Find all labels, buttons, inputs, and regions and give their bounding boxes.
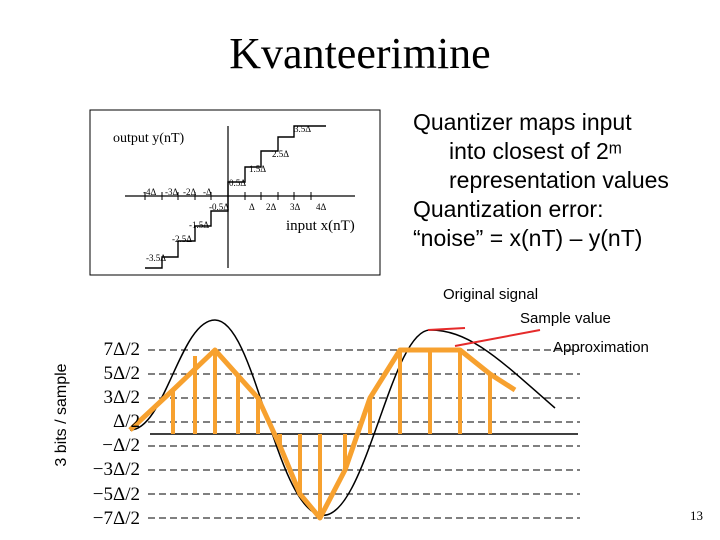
- approximation-label: Approximation: [553, 339, 649, 356]
- bullet-text: into closest of 2ᵐ: [449, 138, 622, 164]
- input-label: input x(nT): [286, 218, 355, 234]
- original-signal-arrow: [427, 327, 466, 331]
- sample-value-arrow: [454, 329, 541, 347]
- staircase: [145, 125, 326, 269]
- x-tick-label: -3Δ: [165, 187, 178, 197]
- level-label: -0.5Δ: [209, 202, 229, 212]
- page-number: 13: [690, 508, 703, 523]
- level-label: 7Δ/2: [103, 339, 141, 360]
- output-label: output y(nT): [113, 131, 184, 146]
- bullet-list: Quantizer maps input into closest of 2ᵐ …: [413, 108, 713, 253]
- level-label: 0.5Δ: [229, 178, 246, 188]
- level-label: -2.5Δ: [172, 234, 192, 244]
- level-label: 1.5Δ: [249, 164, 266, 174]
- bullet-text: representation values: [449, 167, 669, 193]
- quantizer-frame: [89, 109, 381, 276]
- level-label: -1.5Δ: [189, 220, 209, 230]
- level-label: -3.5Δ: [146, 253, 166, 263]
- sample-value-label: Sample value: [520, 310, 611, 327]
- quantizer-diagram: output y(nT) input x(nT) 3.5Δ 2.5Δ 1.5Δ …: [89, 109, 381, 276]
- level-label: Δ/2: [113, 411, 140, 433]
- bits-per-sample-label: 3 bits / sample: [53, 363, 70, 467]
- bullet-text: Quantizer maps input: [413, 109, 632, 135]
- level-label: 3Δ/2: [103, 387, 141, 409]
- x-tick-label: -Δ: [203, 187, 212, 197]
- level-label: −3Δ/2: [92, 459, 140, 481]
- level-label: −7Δ/2: [92, 507, 140, 529]
- x-tick-label: 3Δ: [290, 202, 301, 212]
- x-tick-label: -4Δ: [143, 187, 156, 197]
- original-signal-label: Original signal: [443, 286, 539, 303]
- level-labels: 7Δ/2 5Δ/2 3Δ/2 Δ/2 −Δ/2 −3Δ/2 −5Δ/2 −7Δ/…: [80, 338, 140, 531]
- x-tick-label: -2Δ: [183, 187, 196, 197]
- level-label: −5Δ/2: [92, 483, 140, 505]
- level-label: 3.5Δ: [294, 124, 311, 134]
- level-label: 5Δ/2: [103, 363, 141, 385]
- level-gridlines: [148, 349, 580, 519]
- slide-title: Kvanteerimine: [229, 29, 491, 78]
- waveform-diagram: [128, 319, 580, 521]
- bullet-text: “noise” = x(nT) – y(nT): [413, 225, 643, 251]
- level-label: 2.5Δ: [272, 149, 289, 159]
- level-label: −Δ/2: [102, 435, 140, 457]
- x-tick-label: Δ: [249, 202, 255, 212]
- x-tick-label: 4Δ: [316, 202, 327, 212]
- approximation-line: [128, 347, 517, 521]
- bullet-text: Quantization error:: [413, 196, 604, 222]
- x-tick-label: 2Δ: [266, 202, 277, 212]
- x-tick-marks: [144, 192, 312, 200]
